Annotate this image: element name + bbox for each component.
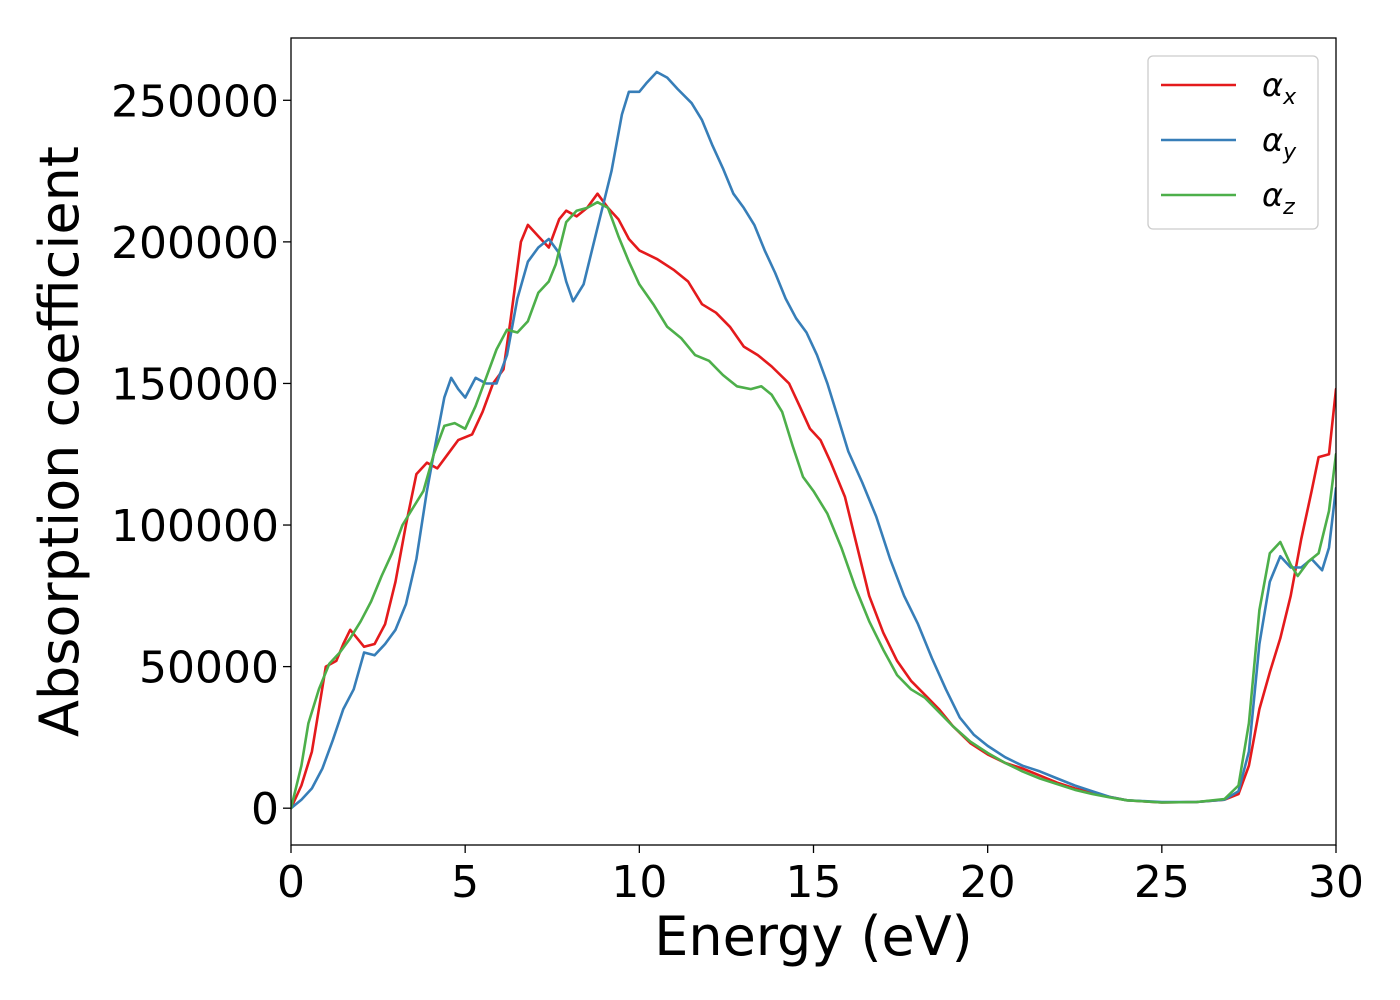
legend-label-main: α (1262, 176, 1283, 214)
x-tick-label: 15 (786, 857, 842, 908)
y-tick-label: 150000 (111, 359, 279, 410)
x-tick-label: 5 (451, 857, 479, 908)
series-line-x (291, 192, 1336, 810)
ticks-layer: 0 5 10 15 20 25 30 0 50000 100000 150000 200000 2500… (111, 76, 1364, 908)
x-tick-label: 0 (277, 857, 305, 908)
series-layer (291, 70, 1336, 810)
y-axis-title: Absorption coefficient (28, 146, 91, 737)
legend-label-z: αz (1262, 176, 1295, 220)
series-line-z (291, 200, 1336, 810)
legend-box (1147, 55, 1319, 230)
legend-label-y: αy (1262, 121, 1297, 165)
x-axis-title: Energy (eV) (654, 905, 973, 968)
x-tick-label: 20 (960, 857, 1016, 908)
legend-label-subscript: x (1282, 85, 1297, 110)
y-tick-label: 100000 (111, 501, 279, 552)
y-tick-label: 200000 (111, 218, 279, 269)
x-tick-label: 10 (611, 857, 667, 908)
legend-label-main: α (1262, 121, 1283, 159)
legend-label-x: αx (1262, 66, 1297, 110)
x-tick-label: 30 (1308, 857, 1364, 908)
legend-label-main: α (1262, 66, 1283, 104)
y-tick-label: 50000 (139, 643, 279, 694)
y-tick-label: 0 (251, 784, 279, 835)
x-tick-label: 25 (1134, 857, 1190, 908)
legend-label-subscript: z (1282, 195, 1295, 220)
legend-label-subscript: y (1282, 140, 1297, 165)
y-tick-label: 250000 (111, 76, 279, 127)
